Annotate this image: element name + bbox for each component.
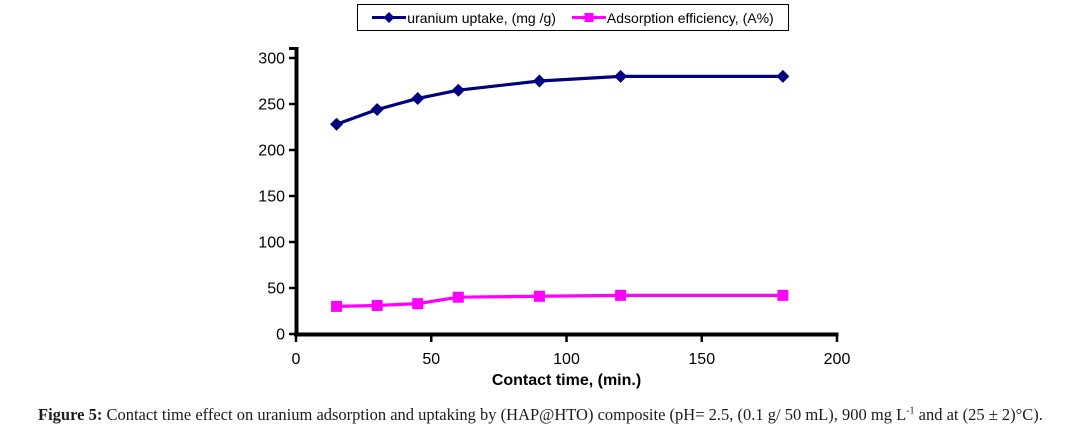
x-axis-title: Contact time, (min.) bbox=[492, 372, 641, 389]
data-point-square bbox=[777, 289, 789, 301]
y-tick-label: 250 bbox=[258, 97, 285, 114]
figure-caption: Figure 5: Contact time effect on uranium… bbox=[38, 405, 1088, 425]
chart-legend: uranium uptake, (mg /g) Adsorption effic… bbox=[357, 4, 789, 31]
legend-item-uranium-uptake: uranium uptake, (mg /g) bbox=[372, 10, 556, 26]
figure-caption-tail: and at (25 ± 2)°C). bbox=[914, 405, 1043, 424]
data-point-square bbox=[371, 299, 383, 311]
y-tick-label: 50 bbox=[267, 281, 285, 298]
legend-marker-adsorption-efficiency-icon bbox=[571, 13, 606, 22]
legend-marker-shape bbox=[383, 12, 395, 23]
x-tick-label: 100 bbox=[553, 351, 580, 368]
legend-marker-uranium-uptake-icon bbox=[372, 12, 407, 23]
y-tick-label: 300 bbox=[258, 51, 285, 68]
data-point-diamond bbox=[776, 69, 790, 83]
figure-caption-superscript: -1 bbox=[906, 405, 915, 417]
data-point-diamond bbox=[370, 103, 384, 117]
data-point-square bbox=[452, 291, 464, 303]
x-tick-label: 0 bbox=[292, 351, 301, 368]
series-line-1 bbox=[334, 293, 785, 308]
data-point-diamond bbox=[614, 69, 628, 83]
data-point-square bbox=[412, 298, 424, 310]
data-point-diamond bbox=[330, 117, 344, 131]
data-point-diamond bbox=[411, 91, 425, 105]
y-tick-label: 200 bbox=[258, 143, 285, 160]
x-tick-label: 50 bbox=[422, 351, 440, 368]
y-tick-label: 0 bbox=[276, 327, 285, 344]
x-tick-label: 200 bbox=[824, 351, 851, 368]
data-point-diamond bbox=[532, 74, 546, 88]
x-tick-label: 150 bbox=[688, 351, 715, 368]
legend-label-adsorption-efficiency: Adsorption efficiency, (A%) bbox=[606, 9, 774, 26]
legend-marker-shape bbox=[584, 13, 594, 22]
legend-item-adsorption-efficiency: Adsorption efficiency, (A%) bbox=[571, 9, 774, 26]
y-tick-label: 150 bbox=[258, 189, 285, 206]
line-chart-plot-area: 0 50 100 150 200 250 300 0 50 100 150 200 Contact ti… bbox=[258, 47, 851, 389]
series-line-0 bbox=[334, 74, 785, 126]
data-point-square bbox=[331, 300, 343, 312]
figure-caption-text: Contact time effect on uranium adsorptio… bbox=[102, 405, 907, 424]
data-point-square bbox=[533, 290, 545, 302]
data-point-diamond bbox=[451, 83, 465, 97]
data-point-square bbox=[615, 289, 627, 301]
legend-label-uranium-uptake: uranium uptake, (mg /g) bbox=[407, 9, 556, 26]
y-tick-label: 100 bbox=[258, 235, 285, 252]
figure-caption-number: Figure 5: bbox=[38, 405, 103, 424]
